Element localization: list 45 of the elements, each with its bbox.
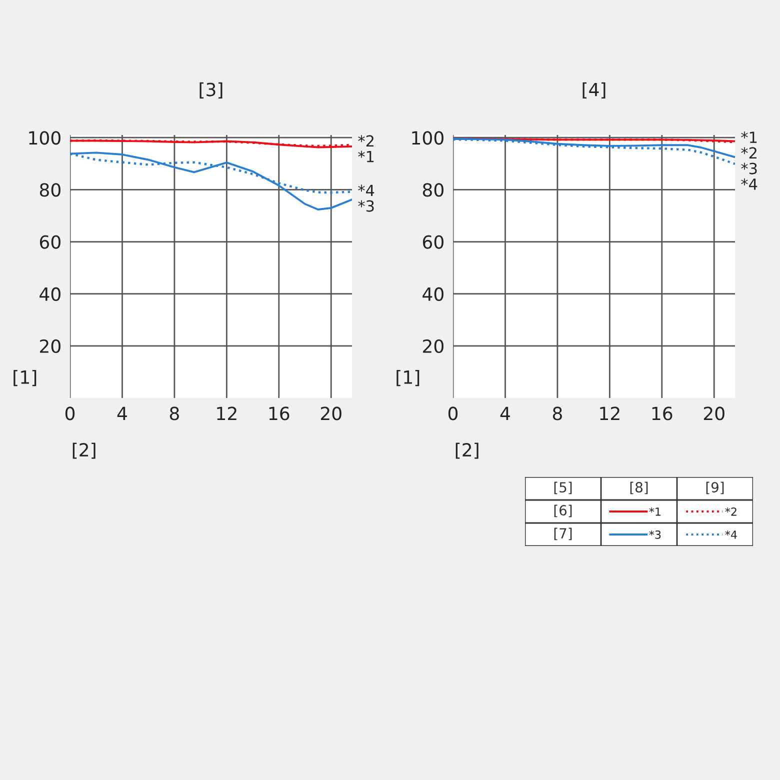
text: [9] (706, 482, 724, 494)
text: [6] (554, 504, 572, 518)
x-tick-label: 20 (704, 406, 724, 420)
x-tick-label: 20 (320, 406, 342, 420)
y-tick-label: 60 (40, 235, 60, 249)
y-tick-label: 80 (422, 183, 444, 197)
text: [8] (630, 482, 648, 494)
chart-title: [3] (200, 82, 222, 98)
x-tick-label: 16 (652, 406, 672, 420)
x-tick-label: 4 (117, 406, 127, 420)
text: [7] (554, 528, 572, 540)
legend-label: *1 (649, 507, 660, 516)
x-tick-label: 0 (65, 406, 75, 420)
text: *4 (358, 184, 374, 196)
y-tick-label: 40 (40, 287, 60, 301)
x-axis-title: [2] (72, 442, 96, 459)
x-tick-label: 0 (448, 406, 458, 420)
text: [5] (554, 482, 572, 494)
x-tick-label: 12 (217, 406, 236, 420)
legend-label: *3 (649, 530, 661, 539)
series-label: *3 (741, 162, 757, 174)
text: *2 (358, 135, 374, 147)
text: *3 (358, 200, 374, 212)
y-tick-label: 80 (40, 183, 60, 197)
chart-title: [4] (582, 82, 606, 98)
series-label: *4 (741, 178, 758, 190)
series-label: *2 (741, 147, 756, 158)
x-tick-label: 16 (269, 406, 290, 420)
y-tick-label: 100 (29, 131, 60, 145)
x-tick-label: 12 (600, 406, 620, 420)
series-label: *1 (741, 132, 757, 143)
y-tick-label: 60 (422, 235, 444, 249)
legend-label: *4 (725, 530, 737, 539)
x-tick-label: 4 (500, 406, 510, 420)
legend-label: *2 (725, 507, 736, 516)
y-tick-label: 20 (423, 339, 444, 354)
y-axis-title: [1] (14, 370, 36, 386)
x-tick-label: 8 (552, 406, 562, 420)
y-tick-label: 40 (422, 287, 444, 301)
y-axis-title: [1] (396, 370, 420, 386)
x-tick-label: 8 (170, 406, 179, 420)
y-tick-label: 100 (412, 131, 444, 145)
text: *1 (358, 150, 374, 162)
x-axis-title: [2] (456, 442, 478, 459)
y-tick-label: 20 (40, 339, 60, 354)
